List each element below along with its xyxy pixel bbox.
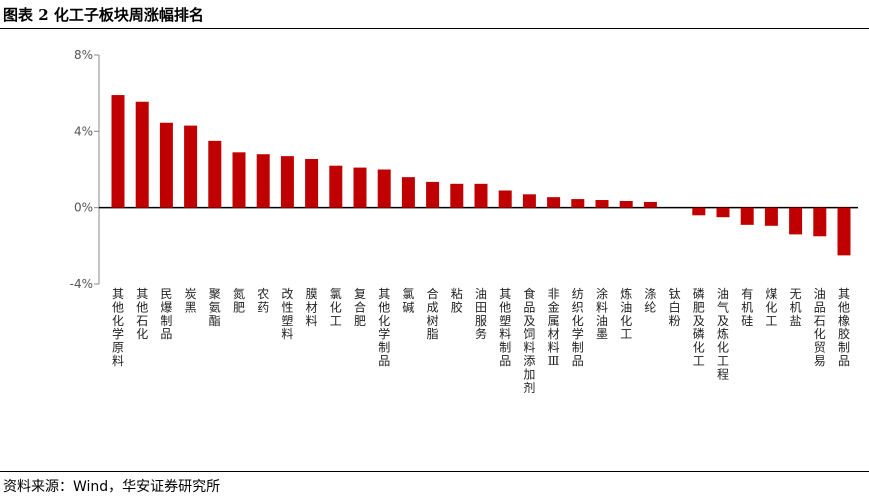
bar [135, 101, 149, 208]
category-label: 膜材料 [306, 287, 318, 328]
bar [692, 207, 706, 216]
bar [111, 95, 125, 208]
y-tick-label: 8% [74, 48, 93, 62]
bar [450, 183, 464, 208]
bar [232, 152, 246, 208]
bar [571, 199, 585, 208]
y-tick-label: -4% [70, 277, 93, 291]
category-label: 非金属材料 Ⅲ [548, 287, 560, 368]
bar [498, 190, 512, 208]
bar [280, 156, 294, 208]
bar [353, 167, 367, 208]
bar [329, 165, 343, 208]
y-tick-label: 0% [74, 201, 93, 215]
chart-bars [111, 95, 851, 256]
category-label: 涂料油墨 [596, 286, 608, 341]
bar [401, 177, 415, 208]
top-rule [0, 28, 869, 29]
bar [837, 207, 851, 256]
category-label: 其他塑料制品 [499, 287, 511, 368]
bar [426, 181, 440, 208]
bar [789, 207, 803, 235]
category-label: 复合肥 [354, 287, 366, 328]
bar [619, 200, 633, 208]
category-label: 煤化工 [765, 287, 777, 328]
category-label: 其他化学原料 [112, 287, 124, 368]
category-label: 食品及饲料添加剂 [523, 286, 535, 395]
bar [813, 207, 827, 237]
category-label: 炭黑 [185, 287, 197, 314]
y-tick-label: 4% [74, 124, 93, 138]
category-label: 农药 [257, 287, 269, 314]
bar [740, 207, 754, 225]
bar [256, 154, 270, 208]
category-label: 油气及炼化工程 [717, 287, 729, 381]
category-label: 其他橡胶制品 [838, 287, 850, 368]
category-label: 民爆制品 [160, 287, 172, 341]
source-note: 资料来源：Wind，华安证券研究所 [3, 479, 221, 495]
category-label: 改性塑料 [281, 287, 293, 341]
category-label: 其他化学制品 [378, 287, 390, 368]
bar [159, 122, 173, 208]
category-label: 合成树脂 [427, 286, 439, 341]
bar [716, 207, 730, 218]
bar [377, 169, 391, 208]
bar [595, 200, 609, 208]
category-label: 其他石化 [136, 287, 148, 341]
category-label: 钛白粉 [669, 286, 681, 328]
bar [764, 207, 778, 226]
category-label: 聚氨酯 [209, 287, 221, 328]
category-label: 油田服务 [475, 287, 487, 341]
bar [184, 125, 198, 208]
category-label: 无机盐 [790, 287, 802, 328]
bar [305, 159, 319, 208]
category-label: 涤纶 [644, 287, 656, 314]
bar [522, 194, 536, 208]
chart-axes: -4% 0% 4% 8% [70, 48, 858, 291]
bar [208, 140, 222, 208]
category-label: 氮肥 [233, 286, 245, 314]
category-label: 纺织化学制品 [572, 287, 584, 368]
category-label: 氯化工 [330, 287, 342, 328]
bar [547, 197, 561, 208]
chart-title: 图表 2 化工子板块周涨幅排名 [3, 6, 204, 24]
category-label: 炼油化工 [620, 286, 632, 341]
category-label: 磷肥及磷化工 [693, 286, 705, 368]
category-label: 有机硅 [741, 287, 753, 328]
category-label: 油品石化贸易 [814, 287, 826, 368]
bottom-rule [0, 471, 869, 472]
bar [474, 183, 488, 208]
category-label: 粘胶 [451, 286, 463, 314]
category-label: 氯碱 [402, 287, 414, 314]
bar [643, 201, 657, 208]
